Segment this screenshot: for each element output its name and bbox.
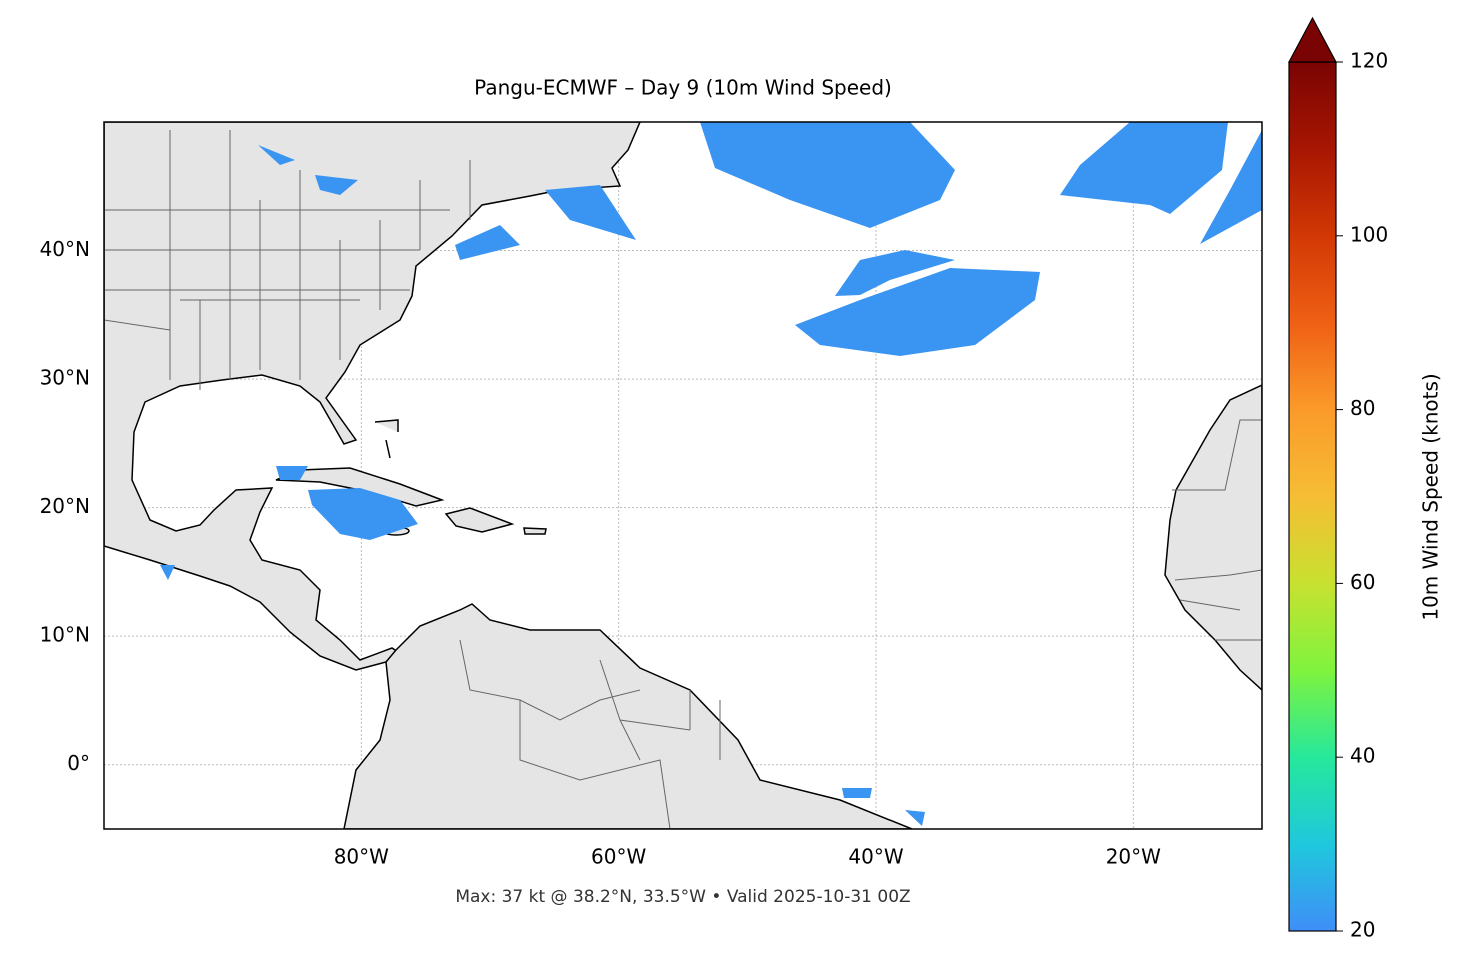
africa [1164,384,1262,692]
country-borders [459,639,721,829]
axis-ticks: 80°W 60°W 40°W 20°W 0° 10°N 20°N 30°N 40°N [40,237,1162,868]
cuba [275,467,445,507]
map-title: Pangu-ECMWF – Day 9 (10m Wind Speed) [474,76,892,100]
x-tick-label: 20°W [1106,845,1161,869]
wind-field [700,122,955,228]
wind-field [1200,130,1262,244]
colorbar-extend [1287,16,1338,63]
colorbar-scale [1288,61,1337,932]
y-tick-label: 10°N [40,623,90,647]
y-tick-label: 0° [67,751,90,775]
y-tick-label: 20°N [40,494,90,518]
colorbar-tick-label: 40 [1350,744,1375,768]
footer-note: Max: 37 kt @ 38.2°N, 33.5°W • Valid 2025… [455,887,910,907]
x-tick-label: 60°W [591,845,646,869]
colorbar-tick-label: 60 [1350,570,1375,594]
colorbar-tick-label: 100 [1350,222,1388,246]
colorbar-tick-label: 80 [1350,396,1375,420]
wind-field [835,250,955,296]
wind-field [545,185,636,240]
africa-borders [1172,419,1262,641]
bahamas [374,419,399,459]
south-america [343,603,913,829]
x-tick-label: 40°W [848,845,903,869]
north-america [104,122,641,671]
hispaniola [444,507,515,533]
map-frame [103,121,1263,830]
y-tick-label: 40°N [40,237,90,261]
colorbar-tick-label: 120 [1350,49,1388,73]
wind-field [308,488,418,540]
state-borders [104,130,471,390]
map-area [104,122,1262,829]
x-tick-label: 80°W [334,845,389,869]
puerto-rico [523,527,547,535]
y-tick-label: 30°N [40,366,90,390]
wind-field [795,268,1040,356]
colorbar: 20 40 60 80 100 120 [1287,16,1388,942]
colorbar-label: 10m Wind Speed (knots) [1419,373,1443,620]
wind-field [1060,122,1228,214]
wind-field [455,225,520,260]
colorbar-tick-label: 20 [1350,918,1375,942]
